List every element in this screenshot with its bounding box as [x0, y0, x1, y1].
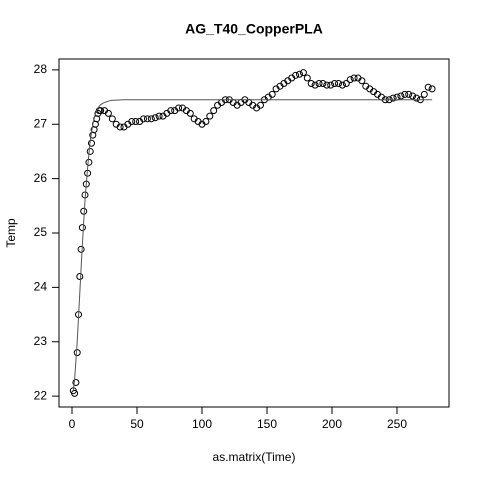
point	[401, 90, 409, 98]
point	[413, 94, 420, 102]
point	[346, 76, 354, 84]
point	[108, 115, 116, 123]
point	[428, 85, 436, 93]
point	[73, 349, 81, 357]
point	[85, 158, 93, 166]
x-tick-label: 100	[192, 417, 212, 431]
point	[140, 115, 147, 123]
point	[327, 81, 335, 89]
point	[303, 74, 311, 82]
point	[72, 379, 80, 387]
point	[88, 139, 95, 147]
point	[104, 109, 112, 117]
point	[405, 90, 413, 98]
point	[307, 79, 315, 87]
point	[257, 101, 264, 109]
y-axis-label: Temp	[4, 218, 18, 248]
x-axis-label: as.matrix(Time)	[213, 450, 296, 464]
y-tick-label: 28	[34, 62, 48, 76]
point	[175, 104, 183, 112]
point	[202, 118, 210, 126]
point	[331, 79, 339, 87]
point	[299, 69, 307, 77]
x-tick-label: 0	[69, 417, 76, 431]
point	[296, 70, 303, 78]
point	[319, 79, 327, 87]
point	[143, 115, 151, 123]
point	[128, 118, 136, 126]
point	[311, 81, 319, 89]
y-tick-label: 24	[34, 280, 48, 294]
y-tick-label: 25	[34, 225, 48, 239]
point	[420, 90, 428, 98]
x-tick-label: 200	[322, 417, 342, 431]
point	[335, 79, 342, 87]
point	[292, 71, 300, 79]
point	[206, 112, 214, 120]
point	[147, 115, 155, 123]
point	[323, 81, 331, 89]
point	[338, 81, 346, 89]
point	[358, 77, 366, 85]
point	[97, 107, 105, 115]
point	[132, 118, 140, 126]
y-tick-label: 22	[34, 388, 48, 402]
point	[186, 109, 194, 117]
point	[342, 79, 350, 87]
point	[350, 74, 358, 82]
point	[76, 273, 84, 280]
point	[151, 114, 159, 122]
point	[71, 389, 79, 397]
fit-line	[72, 99, 433, 391]
point	[78, 224, 86, 232]
point	[397, 92, 405, 100]
point	[389, 94, 397, 102]
point	[167, 107, 175, 115]
point	[86, 147, 94, 155]
point	[210, 107, 218, 115]
y-tick-label: 23	[34, 334, 48, 348]
chart-title: AG_T40_CopperPLA	[185, 21, 323, 37]
point	[409, 92, 417, 100]
point	[315, 79, 323, 87]
point	[424, 83, 432, 91]
point	[393, 93, 401, 101]
point	[268, 90, 276, 98]
point	[116, 123, 124, 131]
y-tick-label: 26	[34, 171, 48, 185]
x-tick-label: 50	[130, 417, 144, 431]
point	[80, 207, 88, 215]
x-tick-label: 150	[257, 417, 277, 431]
point	[77, 245, 85, 253]
point	[155, 112, 163, 120]
x-tick-label: 250	[387, 417, 407, 431]
y-tick-label: 27	[34, 116, 48, 130]
plot-box	[58, 58, 450, 408]
